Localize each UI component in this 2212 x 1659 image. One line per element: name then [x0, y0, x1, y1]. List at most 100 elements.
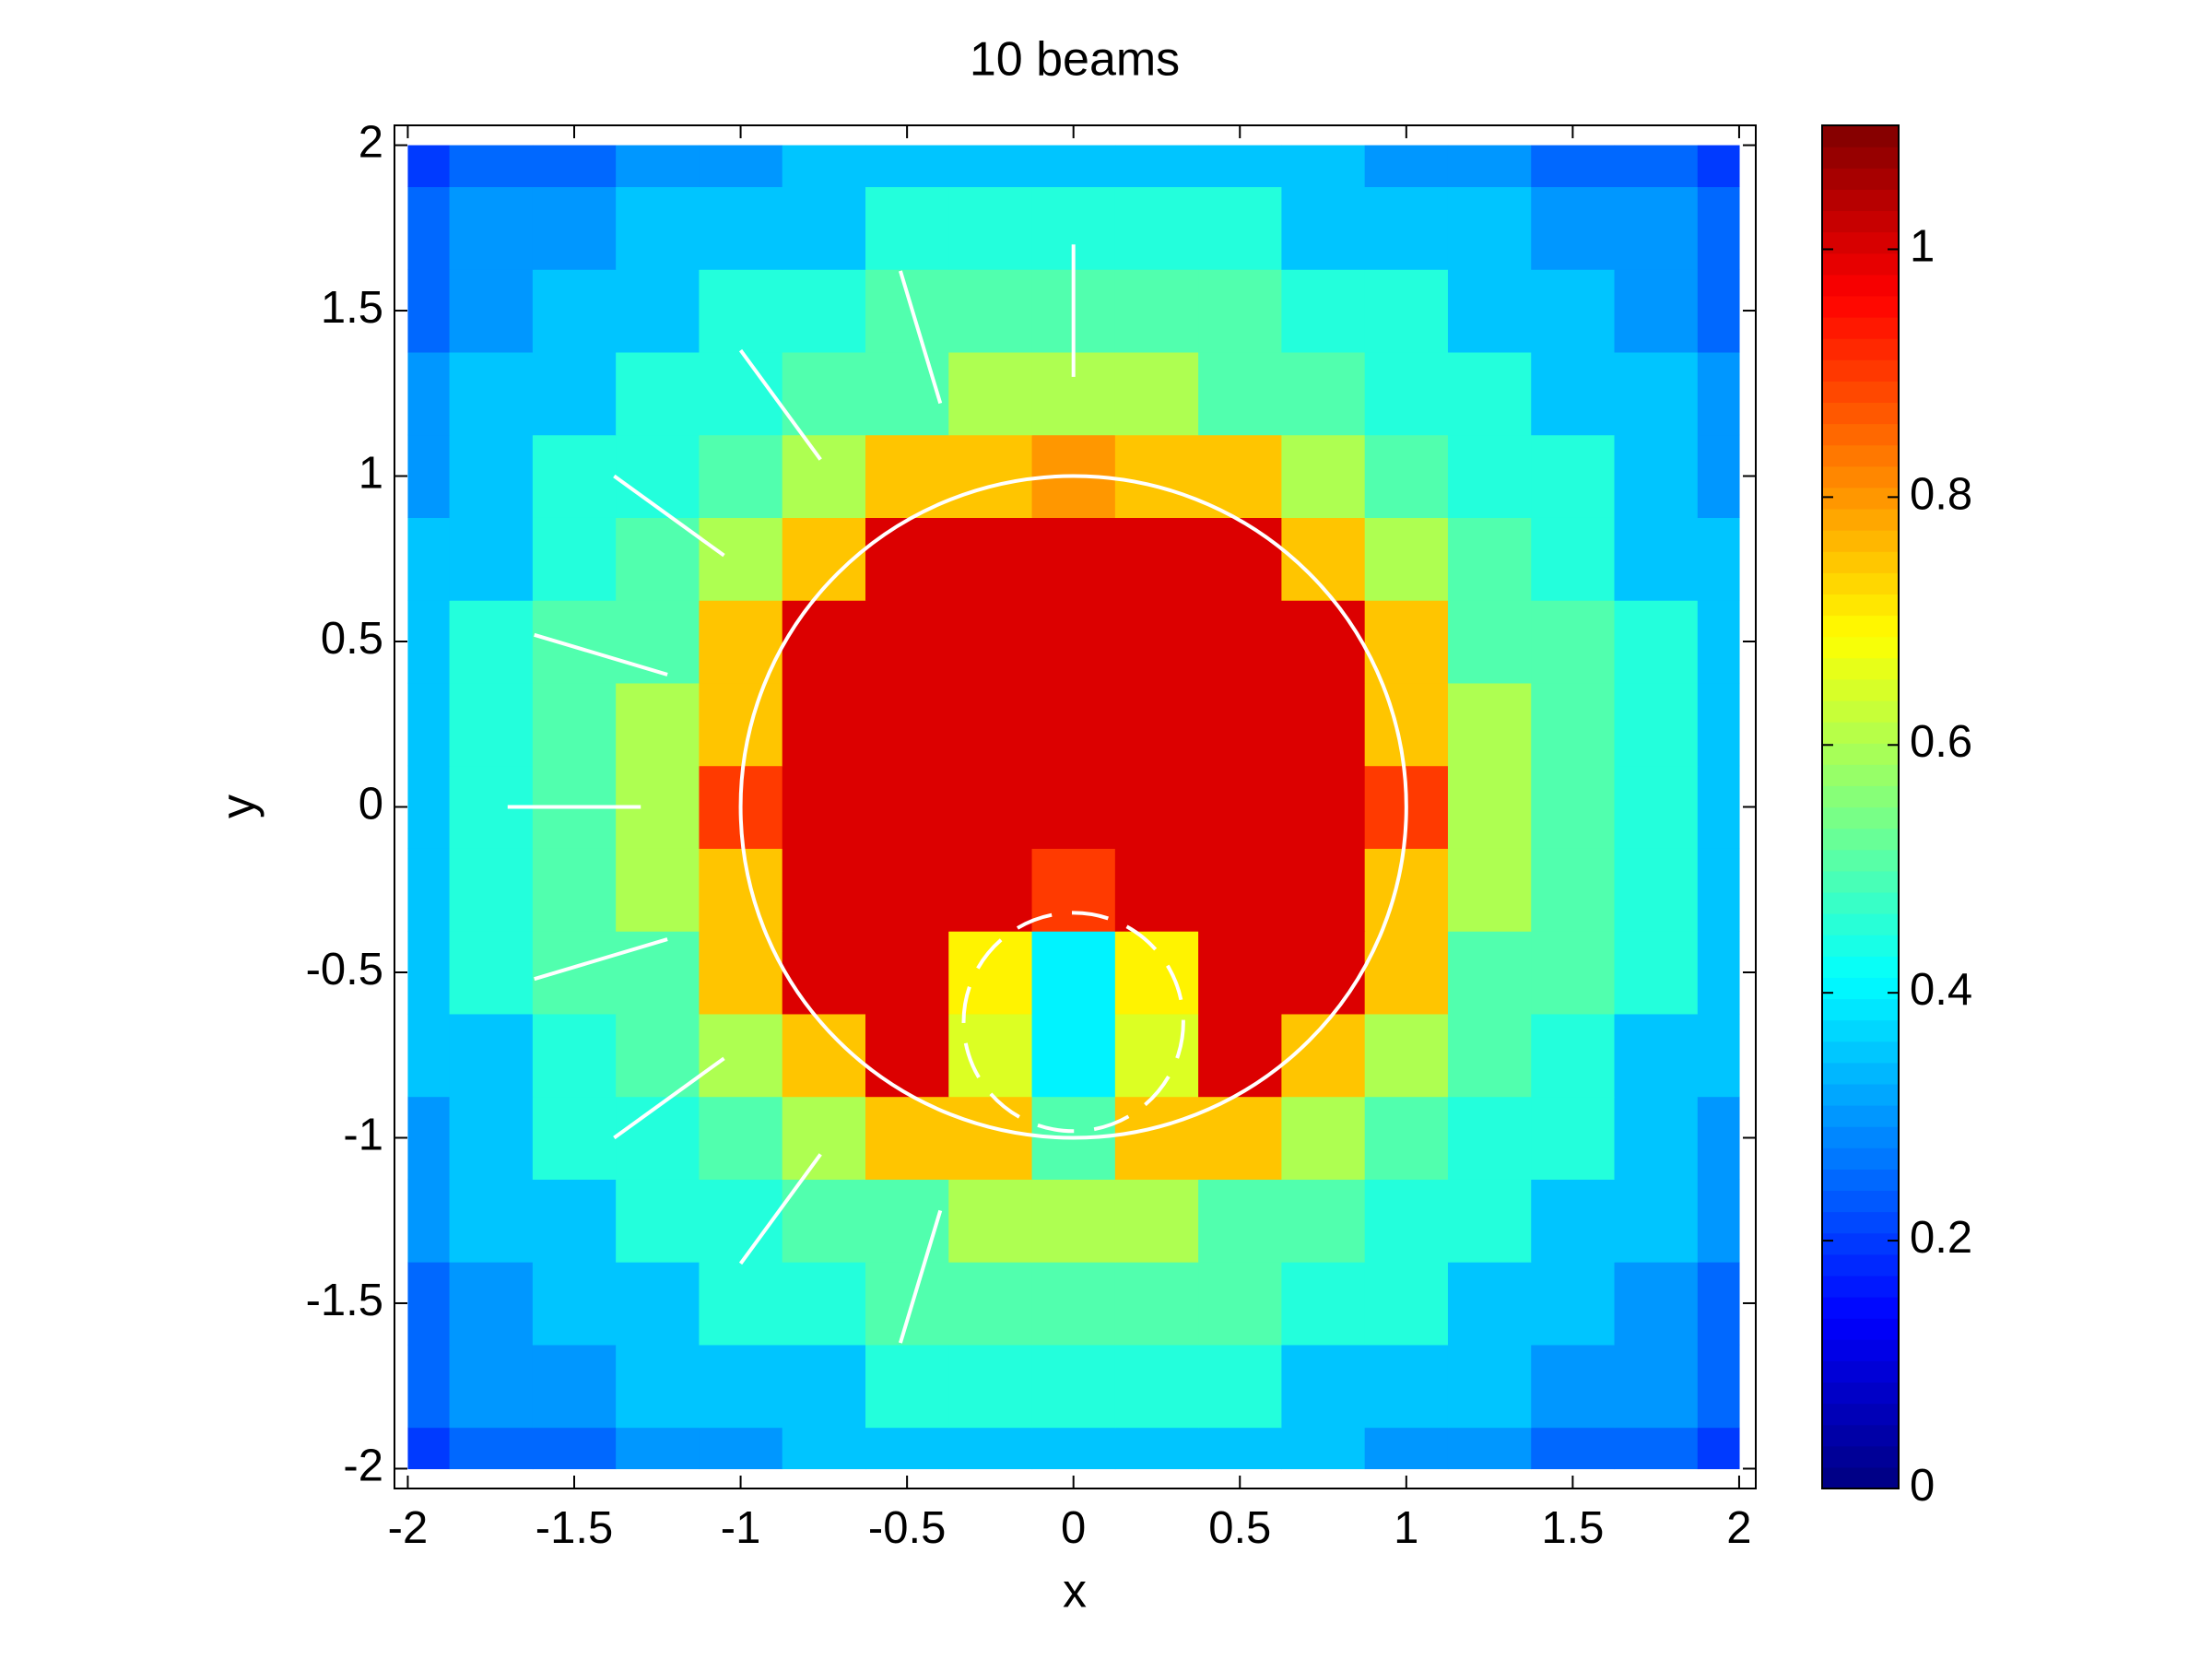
heat-cell [1198, 931, 1282, 1015]
heat-cell [1531, 145, 1616, 188]
heat-cell [1447, 1427, 1532, 1470]
heat-cell [532, 931, 617, 1015]
heat-cell [1364, 145, 1449, 188]
heat-cell [1198, 1096, 1282, 1180]
x-tick-label: 1 [1394, 1503, 1418, 1553]
heat-cell [616, 600, 700, 684]
heat-cell [865, 517, 949, 601]
x-tick-label: 0.5 [1208, 1503, 1271, 1553]
colorbar-swatch [1822, 1232, 1899, 1255]
heat-cell [1114, 682, 1199, 767]
heat-cell [1697, 186, 1740, 270]
heat-cell [1531, 600, 1616, 684]
heat-cell [1697, 600, 1740, 684]
heat-cell [532, 351, 617, 436]
heat-cell [1447, 145, 1532, 188]
colorbar-swatch [1822, 444, 1899, 467]
heat-cell [865, 351, 949, 436]
y-tick-label: 2 [359, 117, 383, 167]
heat-cell [1198, 765, 1282, 849]
colorbar-tick-label: 0 [1910, 1461, 1935, 1511]
circle-outline [961, 911, 1185, 1134]
heat-cell [532, 1013, 617, 1098]
colorbar-swatch [1822, 253, 1899, 276]
heat-cell [1697, 1427, 1740, 1470]
heat-cell [1697, 145, 1740, 188]
heat-cell [1531, 1013, 1616, 1098]
heat-cell [865, 600, 949, 684]
circle-outline [738, 474, 1408, 1140]
heat-cell [1114, 1096, 1199, 1180]
heat-cell [1697, 682, 1740, 767]
beam-marker [898, 270, 943, 405]
heat-cell [1114, 269, 1199, 353]
heat-cell [449, 1427, 534, 1470]
heat-cell [532, 1262, 617, 1346]
colorbar-swatch [1822, 210, 1899, 233]
heat-cell [616, 186, 700, 270]
heat-cell [1198, 1179, 1282, 1263]
heat-cell [616, 434, 700, 518]
heat-cell [1447, 765, 1532, 849]
beam-marker [898, 1209, 943, 1344]
heat-cell [782, 1179, 866, 1263]
colorbar-swatch [1822, 359, 1899, 382]
colorbar-swatch [1822, 189, 1899, 212]
heat-cell [1364, 1262, 1449, 1346]
colorbar-swatch [1822, 147, 1899, 169]
colorbar-swatch [1822, 806, 1899, 830]
heat-cell [532, 848, 617, 932]
x-axis-label: x [1063, 1565, 1087, 1618]
heat-cell [407, 1096, 451, 1180]
heat-cell [1447, 848, 1532, 932]
colorbar-swatch [1822, 1019, 1899, 1042]
colorbar-swatch [1822, 956, 1899, 978]
heat-cell [449, 517, 534, 601]
heat-cell [1614, 269, 1699, 353]
colorbar-tick-label: 0.2 [1910, 1213, 1972, 1263]
colorbar-swatch [1822, 1339, 1899, 1361]
heat-cell [1198, 351, 1282, 436]
heat-cell [1364, 1179, 1449, 1263]
colorbar-swatch [1822, 423, 1899, 446]
heat-cell [449, 1344, 534, 1429]
heat-cell [532, 1344, 617, 1429]
y-tick-label: 1.5 [321, 283, 383, 333]
heat-cell [407, 765, 451, 849]
heat-cell [699, 1179, 783, 1263]
heat-cell [407, 682, 451, 767]
heat-cell [449, 1096, 534, 1180]
heat-cell [407, 931, 451, 1015]
heat-cell [1031, 1262, 1116, 1346]
heat-cell [699, 351, 783, 436]
heat-cell [616, 931, 700, 1015]
y-tick-label: -1 [343, 1110, 383, 1159]
heat-cell [1114, 848, 1199, 932]
heat-cell [782, 145, 866, 188]
colorbar-swatch [1822, 1211, 1899, 1234]
colorbar-swatch [1822, 615, 1899, 638]
heat-cell [449, 269, 534, 353]
heat-cell [1531, 1427, 1616, 1470]
colorbar-swatch [1822, 700, 1899, 723]
heat-cell [1198, 848, 1282, 932]
heat-cell [782, 931, 866, 1015]
colorbar-swatch [1822, 338, 1899, 360]
heat-cell [948, 1096, 1033, 1180]
heat-cell [782, 1096, 866, 1180]
colorbar-swatch [1822, 998, 1899, 1021]
heat-cell [782, 1427, 866, 1470]
heat-cell [782, 682, 866, 767]
colorbar-swatch [1822, 295, 1899, 318]
heat-cell [865, 1179, 949, 1263]
heat-cell [782, 186, 866, 270]
heat-cell [1614, 1096, 1699, 1180]
heat-cell [1447, 269, 1532, 353]
heat-cell [782, 1262, 866, 1346]
heat-cell [699, 1427, 783, 1470]
heat-cell [449, 351, 534, 436]
heat-cell [1364, 600, 1449, 684]
heat-cell [449, 145, 534, 188]
heat-cell [1198, 434, 1282, 518]
colorbar-swatch [1822, 1083, 1899, 1106]
